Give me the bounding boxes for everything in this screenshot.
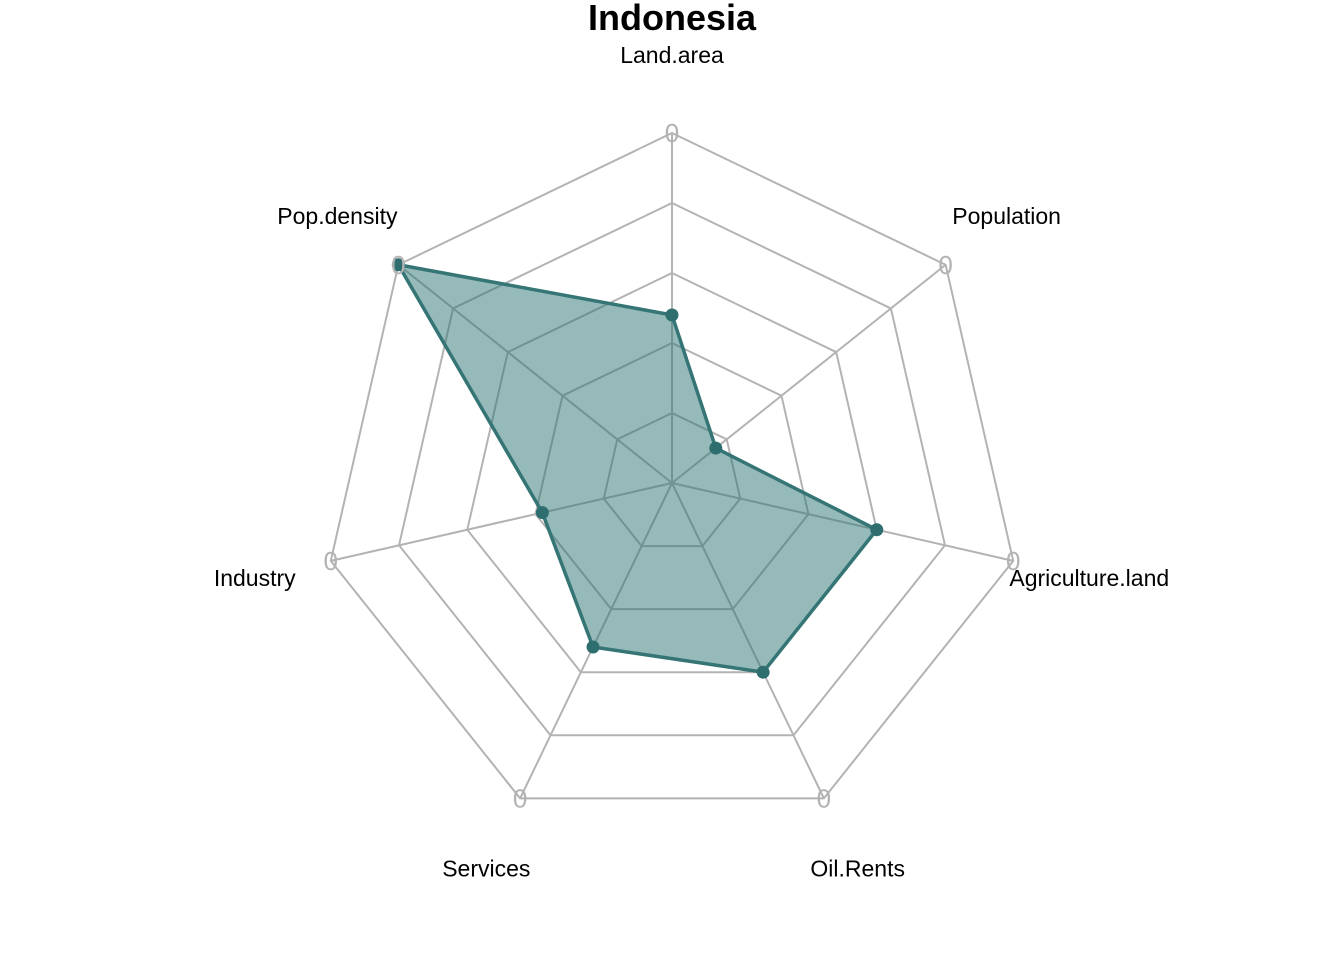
axis-tick-label: 0 [513,783,527,813]
axis-label-oil-rents: Oil.Rents [810,856,905,882]
data-point-land-area [665,308,679,322]
axis-tick-label: 0 [665,118,679,148]
series-area [396,263,879,674]
axis-tick-label: 0 [1006,546,1020,576]
axis-tick-label: 0 [817,783,831,813]
axis-label-population: Population [952,203,1061,229]
grid-ring-5 [329,131,1015,800]
data-point-agriculture-land [870,523,884,537]
axis-tick-label: 0 [391,250,405,280]
chart-title: Indonesia [588,0,757,38]
axis-tick-label: 0 [938,250,952,280]
axis-tick-label: 0 [324,546,338,576]
grid-ring-4 [397,201,947,737]
data-point-pop-density [391,258,405,272]
data-layer [391,258,884,679]
data-point-services [586,640,600,654]
axis-label-agriculture-land: Agriculture.land [1009,565,1169,591]
axis-label-land-area: Land.area [620,42,724,68]
axis-label-pop-density: Pop.density [277,203,398,229]
data-point-oil-rents [756,665,770,679]
axis-label-services: Services [442,856,530,882]
data-point-industry [535,506,549,520]
data-point-population [709,441,723,455]
axis-label-industry: Industry [214,565,296,591]
axis-labels: 0 0 0 0 0 0 0 Land.area Population Agriculture.la… [214,42,1169,882]
